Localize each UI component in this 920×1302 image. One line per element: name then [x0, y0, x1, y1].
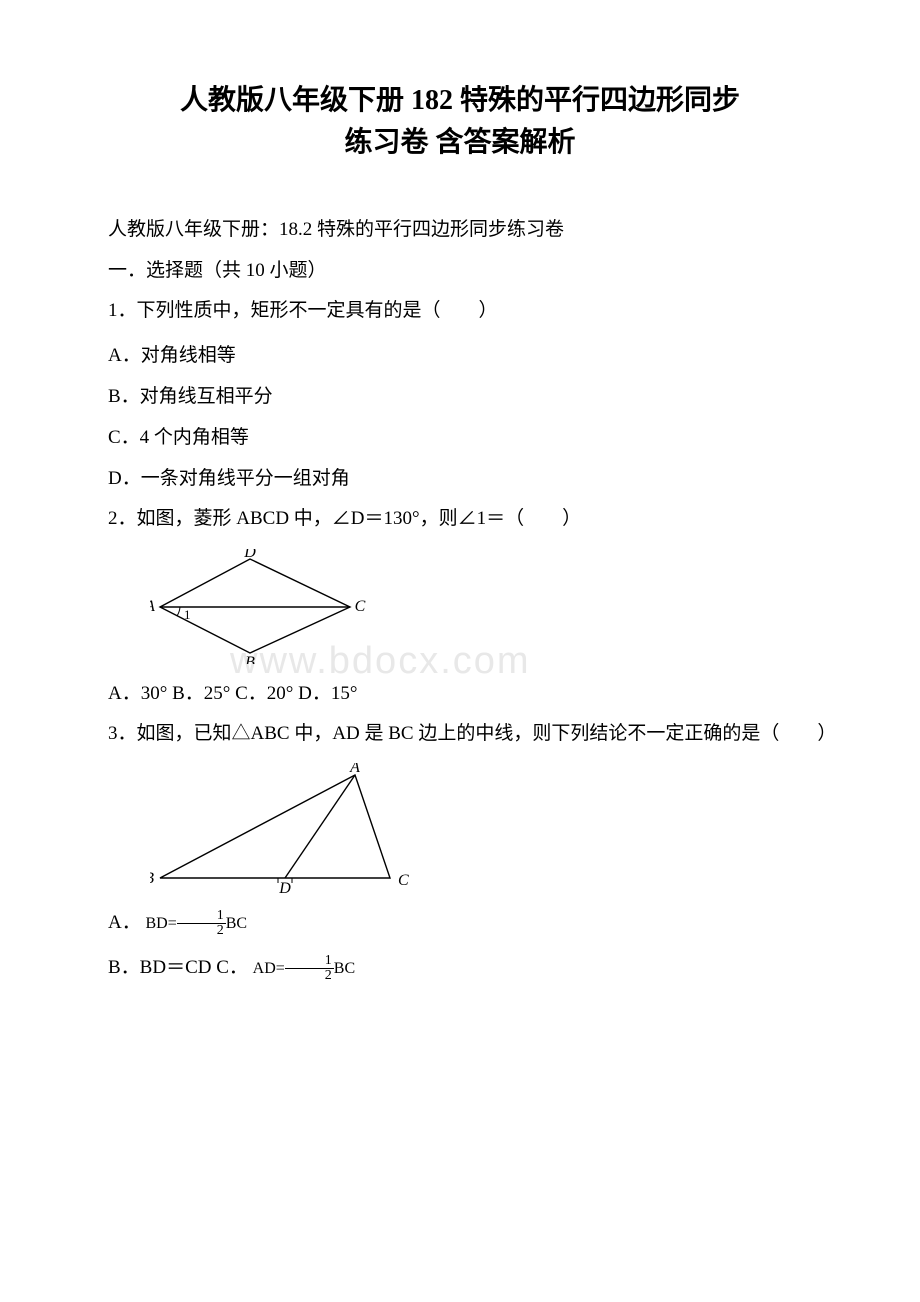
q3-opt-a-prefix: A．: [108, 912, 141, 933]
q3-opt-c-right: BC: [334, 960, 355, 977]
q1-opt-b: B．对角线互相平分: [70, 381, 850, 408]
frac-num: 1: [177, 909, 226, 924]
q3-figure: A B C D: [150, 763, 850, 893]
q3-opt-a-left: BD=: [145, 915, 176, 932]
label-d: D: [243, 549, 256, 561]
label-d: D: [278, 880, 291, 893]
label-b: B: [150, 870, 154, 887]
q1-opt-c: C．4 个内角相等: [70, 422, 850, 449]
q1-opt-a: A．对角线相等: [70, 340, 850, 367]
title-line1: 人教版八年级下册 182 特殊的平行四边形同步: [180, 85, 740, 116]
q3-opt-a: A． BD=12BC: [70, 907, 850, 938]
q1-text: 1．下列性质中，矩形不一定具有的是（ ）: [70, 296, 850, 326]
frac-den: 2: [285, 969, 334, 983]
label-a: A: [150, 598, 155, 615]
title-line2: 练习卷 含答案解析: [344, 127, 575, 158]
q2-opts: A．30° B．25° C．20° D．15°: [70, 678, 850, 705]
q1-opt-d: D．一条对角线平分一组对角: [70, 463, 850, 490]
q2-text: 2．如图，菱形 ABCD 中，∠D＝130°，则∠1＝（ ）: [70, 504, 850, 534]
q3-opt-a-right: BC: [226, 915, 247, 932]
frac-num: 1: [285, 954, 334, 969]
frac-den: 2: [177, 924, 226, 938]
fraction-icon: 12: [177, 909, 226, 938]
q3-opt-bc: B．BD＝CD C． AD=12BC: [70, 952, 850, 983]
q3-text: 3．如图，已知△ABC 中，AD 是 BC 边上的中线，则下列结论不一定正确的是…: [70, 719, 850, 749]
label-c: C: [355, 598, 366, 615]
q3-opt-c-left: AD=: [253, 960, 285, 977]
page-title: 人教版八年级下册 182 特殊的平行四边形同步 练习卷 含答案解析: [70, 80, 850, 164]
label-a: A: [349, 763, 360, 776]
triangle-svg: A B C D: [150, 763, 420, 893]
section-heading: 一．选择题（共 10 小题）: [70, 255, 850, 282]
q3-opt-bc-prefix: B．BD＝CD C．: [108, 957, 248, 978]
label-angle1: 1: [184, 607, 191, 622]
fraction-icon: 12: [285, 954, 334, 983]
label-b: B: [245, 654, 255, 664]
label-c: C: [398, 872, 409, 889]
rhombus-svg: D A C B 1: [150, 549, 370, 664]
q2-figure: D A C B 1: [150, 549, 850, 664]
subtitle: 人教版八年级下册：18.2 特殊的平行四边形同步练习卷: [70, 214, 850, 241]
